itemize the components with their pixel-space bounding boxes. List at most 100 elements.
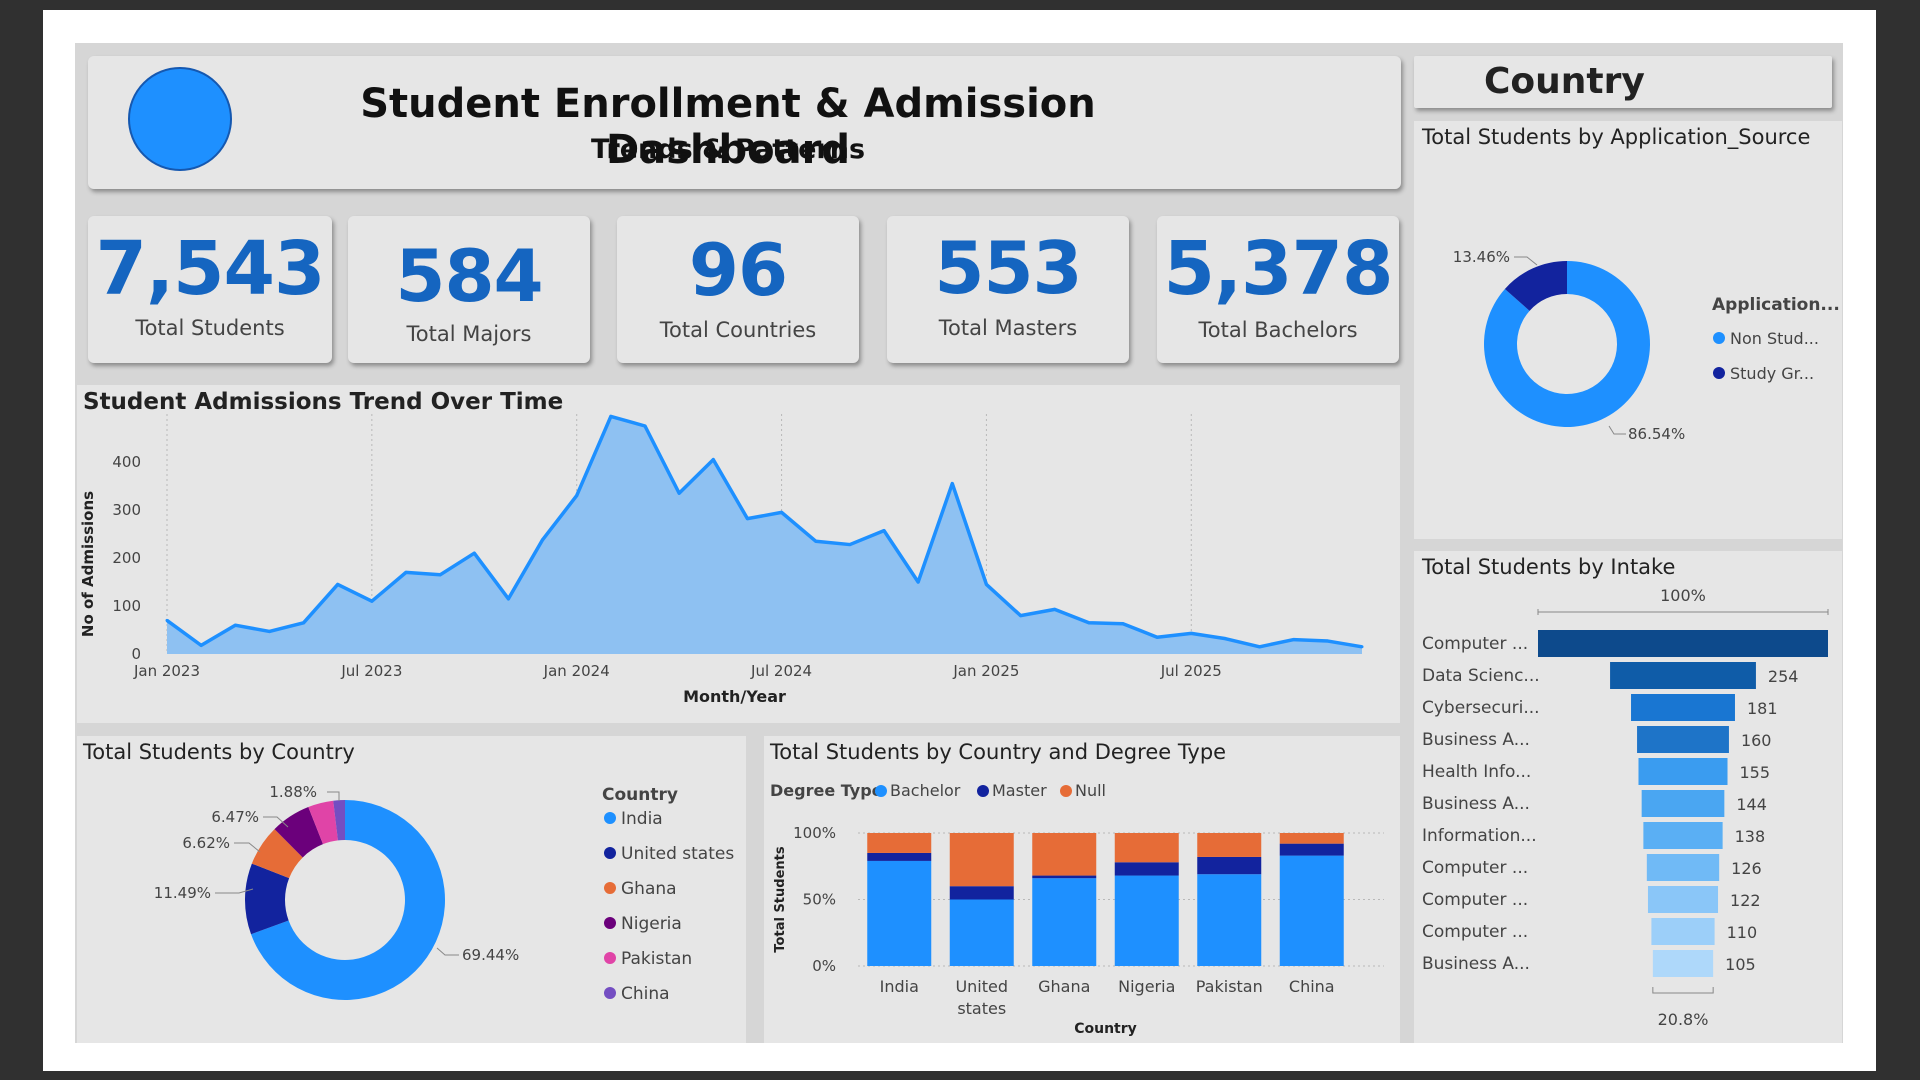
trend-point xyxy=(848,543,852,547)
country-slice xyxy=(308,800,338,845)
degree-legend-marker xyxy=(1060,785,1072,797)
country-legend-label: Pakistan xyxy=(621,949,692,969)
intake-category-label: Information... xyxy=(1422,826,1537,846)
intake-bar xyxy=(1643,822,1723,849)
trend-line xyxy=(165,414,1363,649)
degree-legend-title: Degree Type xyxy=(770,781,883,800)
trend-point xyxy=(438,573,442,577)
intake-bar xyxy=(1638,758,1728,785)
degree-legend-label: Null xyxy=(1075,781,1106,800)
degree-chart-title: Total Students by Country and Degree Typ… xyxy=(770,740,1227,764)
country-legend-label: Ghana xyxy=(621,879,677,899)
degree-bar-segment xyxy=(1032,833,1097,876)
country-leader-line xyxy=(215,888,254,894)
kpi-card-total-bachelors: 5,378 Total Bachelors xyxy=(1157,216,1399,363)
kpi-card-total-students: 7,543 Total Students xyxy=(88,216,332,363)
country-panel: Total Students by Country 69.44% 11.49% 6.… xyxy=(77,736,746,1043)
trend-point xyxy=(302,621,306,625)
trend-point xyxy=(643,424,647,428)
country-donut-chart: 69.44% 11.49% 6.62% 6.47% 1.88% Country India U… xyxy=(154,783,735,1004)
intake-bar xyxy=(1652,950,1714,977)
kpi-card-total-masters: 553 Total Masters xyxy=(887,216,1129,363)
degree-y-axis-label: Total Students xyxy=(773,846,788,952)
app-source-chart-title: Total Students by Application_Source xyxy=(1422,125,1811,149)
trend-point xyxy=(370,599,374,603)
degree-x-tick-label: China xyxy=(1289,977,1335,996)
country-legend-label: United states xyxy=(621,844,734,864)
country-data-label: 6.47% xyxy=(211,808,259,826)
degree-bar-segment xyxy=(949,886,1014,900)
trend-point xyxy=(165,618,169,622)
intake-bar xyxy=(1610,662,1756,689)
app-source-legend-label: Study Gr... xyxy=(1730,364,1814,383)
kpi-label: Total Masters xyxy=(938,316,1078,340)
kpi-value: 96 xyxy=(688,228,788,312)
degree-bar-segment xyxy=(1197,856,1262,875)
intake-value-label: 254 xyxy=(1768,667,1799,686)
degree-bar-segment xyxy=(1279,843,1344,856)
intake-category-label: Business A... xyxy=(1422,730,1530,750)
app-source-leader-line xyxy=(1514,256,1538,266)
trend-point xyxy=(1087,621,1091,625)
trend-x-axis-label: Month/Year xyxy=(683,687,786,706)
intake-category-label: Computer ... xyxy=(1422,890,1528,910)
degree-bar-segment xyxy=(949,833,1014,887)
intake-value-label: 138 xyxy=(1735,827,1766,846)
trend-point xyxy=(404,570,408,574)
degree-legend-marker xyxy=(977,785,989,797)
page-subtitle: Trends & Patterns xyxy=(590,134,866,165)
degree-x-tick-label: Pakistan xyxy=(1196,977,1263,996)
degree-bar-segment xyxy=(867,833,932,853)
intake-category-label: Data Scienc... xyxy=(1422,666,1540,686)
country-data-label: 6.62% xyxy=(182,834,230,852)
country-button[interactable]: Country xyxy=(1414,56,1832,108)
trend-point xyxy=(541,538,545,542)
intake-value-label: 105 xyxy=(1725,955,1756,974)
degree-bar-segment xyxy=(1032,878,1097,966)
intake-bar xyxy=(1647,886,1719,913)
degree-x-tick-label: India xyxy=(880,977,919,996)
degree-bar-segment xyxy=(867,860,932,966)
trend-point xyxy=(950,482,954,486)
intake-value-label: 160 xyxy=(1741,731,1772,750)
country-chart-title: Total Students by Country xyxy=(83,740,355,764)
country-legend-title: Country xyxy=(602,785,678,805)
degree-bar-segment xyxy=(1279,855,1344,966)
app-source-legend-title: Application... xyxy=(1712,295,1840,315)
trend-point xyxy=(745,517,749,521)
intake-category-label: Computer ... xyxy=(1422,634,1528,654)
trend-point xyxy=(780,510,784,514)
intake-category-label: Health Info... xyxy=(1422,762,1531,782)
country-data-label: 1.88% xyxy=(269,783,317,801)
trend-point xyxy=(575,494,579,498)
trend-x-tick-label: Jan 2025 xyxy=(952,662,1019,680)
kpi-value: 584 xyxy=(395,234,543,318)
intake-bar xyxy=(1637,726,1729,753)
degree-panel: Total Students by Country and Degree Typ… xyxy=(764,736,1400,1043)
degree-bar-segment xyxy=(1197,874,1262,966)
country-legend-marker xyxy=(604,987,616,999)
trend-y-tick-label: 0 xyxy=(131,645,141,663)
trend-point xyxy=(1019,614,1023,618)
trend-point xyxy=(233,623,237,627)
degree-y-tick-label: 0% xyxy=(812,957,836,975)
degree-bar-segment xyxy=(1114,833,1179,863)
intake-chart-title: Total Students by Intake xyxy=(1422,555,1676,579)
app-source-legend-marker xyxy=(1713,332,1725,344)
trend-point xyxy=(1189,631,1193,635)
intake-bar xyxy=(1651,918,1715,945)
kpi-label: Total Countries xyxy=(659,318,817,342)
page-title: Student Enrollment & Admission Dashboard xyxy=(360,81,1096,173)
degree-legend-marker xyxy=(875,785,887,797)
trend-chart-title: Student Admissions Trend Over Time xyxy=(83,389,564,415)
trend-point xyxy=(882,529,886,533)
logo-circle-icon xyxy=(128,67,232,171)
header-card: Student Enrollment & Admission Dashboard… xyxy=(88,56,1401,189)
country-legend-label: China xyxy=(621,984,670,1004)
app-source-data-label: 13.46% xyxy=(1453,248,1510,266)
kpi-card-total-countries: 96 Total Countries xyxy=(617,216,859,363)
country-data-label: 69.44% xyxy=(462,946,519,964)
admissions-trend-chart: Jan 2023 Jul 2023 Jan 2024 Jul 2024 Jan 2025… xyxy=(79,414,1364,706)
app-source-legend-marker xyxy=(1713,367,1725,379)
intake-bar xyxy=(1631,694,1735,721)
